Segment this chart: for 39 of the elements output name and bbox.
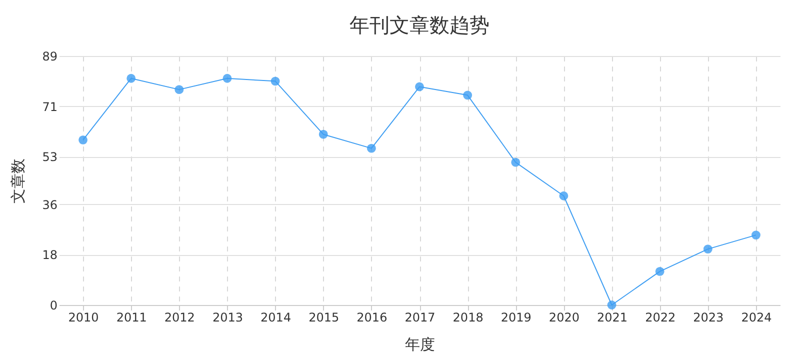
point (607, 300, 616, 310)
chart-title: 年刊文章数趋势 (350, 13, 490, 37)
point (703, 244, 712, 254)
point (126, 74, 136, 83)
point (655, 266, 664, 276)
point (559, 191, 568, 200)
point (463, 90, 472, 100)
x-tick-label: 2022 (645, 310, 676, 324)
point (415, 82, 424, 92)
x-tick-label: 2020 (548, 310, 580, 324)
y-tick-label: 18 (42, 248, 58, 262)
x-tick-label: 2012 (164, 310, 195, 324)
point (174, 85, 184, 94)
point (751, 230, 760, 240)
y-tick-label: 71 (42, 100, 58, 114)
y-tick-label: 36 (42, 198, 58, 212)
x-tick-label: 2014 (260, 310, 292, 324)
y-axis-title: 文章数 (9, 158, 28, 204)
x-tick-label: 2013 (212, 310, 244, 324)
x-tick-label: 2019 (500, 310, 532, 324)
x-tick-label: 2024 (741, 310, 772, 324)
x-tick-label: 2021 (596, 310, 628, 324)
y-tick-label: 0 (50, 298, 58, 312)
x-tick-label: 2017 (404, 310, 436, 324)
point (318, 130, 328, 139)
x-tick-label: 2010 (68, 310, 99, 324)
point (78, 135, 88, 144)
x-tick-label: 2016 (356, 310, 388, 324)
x-axis-title: 年度 (405, 336, 435, 354)
point (511, 158, 520, 167)
point (366, 144, 376, 153)
point (270, 76, 280, 86)
x-tick-label: 2023 (693, 310, 724, 324)
x-tick-label: 2011 (116, 310, 147, 324)
point (222, 74, 232, 83)
x-tick-label: 2018 (452, 310, 484, 324)
y-tick-label: 89 (42, 50, 58, 64)
y-tick-label: 53 (42, 150, 58, 164)
x-tick-label: 2015 (308, 310, 340, 324)
